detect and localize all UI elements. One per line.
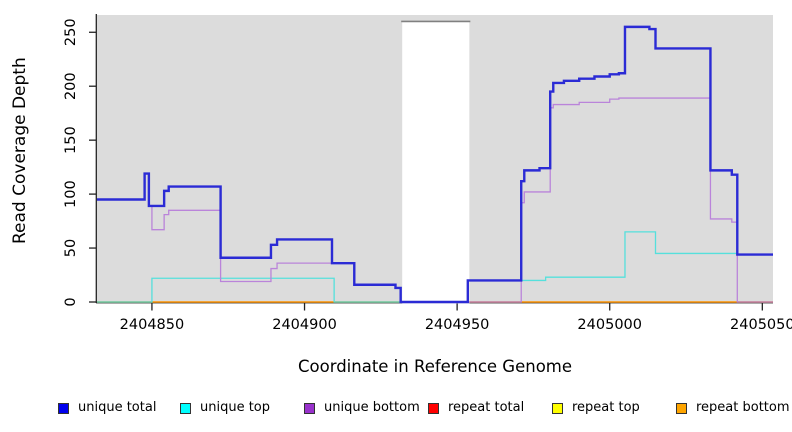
y-tick-label: 250	[63, 18, 79, 46]
masked-gap-region	[402, 21, 470, 304]
y-tick-label: 100	[63, 180, 79, 208]
y-tick-label: 50	[63, 239, 79, 257]
y-tick-label: 0	[63, 297, 79, 306]
y-axis-title: Read Coverage Depth	[10, 57, 30, 244]
x-tick-label: 2405050	[730, 317, 792, 333]
series-line-unique-total	[97, 25, 773, 304]
x-axis-title: Coordinate in Reference Genome	[297, 357, 573, 376]
y-tick-label: 200	[63, 72, 79, 100]
x-tick-label: 2404850	[120, 317, 185, 333]
series-line-unique-top	[97, 231, 773, 303]
x-tick-label: 2405000	[577, 317, 642, 333]
y-tick-label: 150	[63, 126, 79, 154]
x-tick-label: 2404950	[425, 317, 490, 333]
x-tick-label: 2404900	[272, 317, 337, 333]
